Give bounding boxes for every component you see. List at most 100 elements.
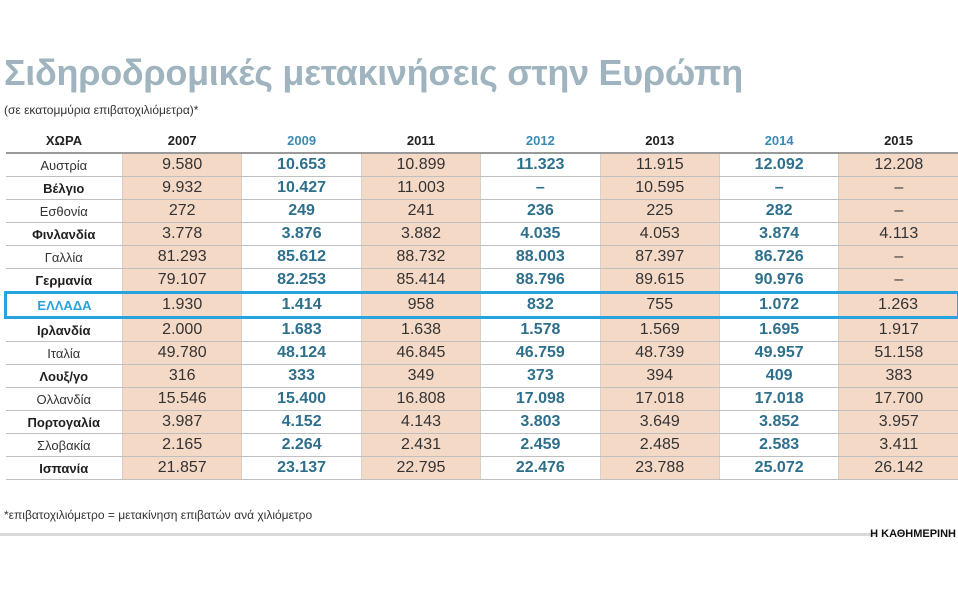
value-cell-2014: 1.695 — [718, 317, 839, 342]
value-cell-2012: 2.459 — [480, 433, 601, 457]
country-cell: Εσθονία — [5, 199, 123, 223]
column-header-2014: 2014 — [719, 128, 839, 154]
value-cell-2015: – — [838, 176, 958, 200]
value-cell-2009: 3.876 — [241, 222, 362, 246]
value-cell-2007: 3.987 — [121, 410, 242, 434]
value-cell-2009: 10.653 — [241, 153, 362, 177]
value-cell-2011: 88.732 — [360, 245, 481, 269]
value-cell-2014: 282 — [718, 199, 839, 223]
value-cell-2014: 90.976 — [718, 268, 839, 293]
value-cell-2013: 4.053 — [599, 222, 720, 246]
table-row: Σλοβακία 2.165 2.264 2.431 2.459 2.485 2.583 3.… — [5, 433, 958, 457]
value-cell-2007: 272 — [121, 199, 242, 223]
value-cell-2009: 333 — [241, 364, 362, 388]
value-cell-2014: 2.583 — [718, 433, 839, 457]
country-cell: Λουξ/γο — [5, 364, 123, 388]
value-cell-2007: 9.932 — [121, 176, 242, 200]
value-cell-2015: 3.411 — [838, 433, 958, 457]
value-cell-2009: 1.414 — [241, 291, 362, 319]
value-cell-2015: 4.113 — [838, 222, 958, 246]
value-cell-2009: 82.253 — [241, 268, 362, 293]
value-cell-2015: – — [838, 245, 958, 269]
value-cell-2015: 1.263 — [838, 291, 958, 319]
value-cell-2012: – — [480, 176, 601, 200]
value-cell-2014: 17.018 — [718, 387, 839, 411]
value-cell-2009: 10.427 — [241, 176, 362, 200]
value-cell-2014: 86.726 — [718, 245, 839, 269]
country-cell: Ολλανδία — [5, 387, 123, 411]
value-cell-2011: 11.003 — [360, 176, 481, 200]
column-header-2011: 2011 — [361, 128, 481, 154]
country-cell: Βέλγιο — [5, 176, 123, 200]
value-cell-2012: 4.035 — [480, 222, 601, 246]
country-cell: Φινλανδία — [5, 222, 123, 246]
value-cell-2015: 26.142 — [838, 456, 958, 480]
value-cell-2007: 15.546 — [121, 387, 242, 411]
data-table: ΧΩΡΑ 2007 2009 2011 2012 2013 2014 2015 … — [4, 128, 958, 480]
table-row: Ιταλία 49.780 48.124 46.845 46.759 48.739 49.9… — [5, 341, 958, 365]
value-cell-2011: 241 — [360, 199, 481, 223]
value-cell-2012: 22.476 — [480, 456, 601, 480]
country-cell: Γερμανία — [5, 268, 123, 293]
value-cell-2012: 832 — [480, 291, 601, 319]
value-cell-2007: 49.780 — [121, 341, 242, 365]
value-cell-2013: 17.018 — [599, 387, 720, 411]
value-cell-2014: 3.852 — [718, 410, 839, 434]
column-header-country: ΧΩΡΑ — [5, 128, 123, 154]
table-row: Αυστρία 9.580 10.653 10.899 11.323 11.915 12.0… — [5, 153, 958, 177]
column-header-2015: 2015 — [838, 128, 958, 154]
country-cell: Πορτογαλία — [5, 410, 123, 434]
value-cell-2013: 3.649 — [599, 410, 720, 434]
value-cell-2014: 25.072 — [718, 456, 839, 480]
footnote: *επιβατοχιλιόμετρο = μετακίνηση επιβατών… — [4, 508, 313, 522]
value-cell-2011: 46.845 — [360, 341, 481, 365]
country-cell: Σλοβακία — [5, 433, 123, 457]
value-cell-2014: 1.072 — [718, 291, 839, 319]
country-cell: Αυστρία — [5, 153, 123, 177]
value-cell-2009: 249 — [241, 199, 362, 223]
value-cell-2012: 17.098 — [480, 387, 601, 411]
table-row: Ολλανδία 15.546 15.400 16.808 17.098 17.018 17… — [5, 387, 958, 411]
value-cell-2015: 51.158 — [838, 341, 958, 365]
value-cell-2007: 9.580 — [121, 153, 242, 177]
table-row: Εσθονία 272 249 241 236 225 282– — [5, 199, 958, 223]
column-header-2009: 2009 — [241, 128, 362, 154]
value-cell-2012: 88.003 — [480, 245, 601, 269]
table-row: Ιρλανδία 2.000 1.683 1.638 1.578 1.569 1.695 1.… — [5, 317, 958, 342]
value-cell-2013: 89.615 — [599, 268, 720, 293]
value-cell-2011: 349 — [360, 364, 481, 388]
country-cell: Ισπανία — [5, 456, 123, 480]
value-cell-2009: 1.683 — [241, 317, 362, 342]
value-cell-2012: 88.796 — [480, 268, 601, 293]
value-cell-2012: 373 — [480, 364, 601, 388]
value-cell-2011: 10.899 — [360, 153, 481, 177]
table-row: Λουξ/γο 316 333 349 373 394 409 383 — [5, 364, 958, 388]
value-cell-2015: – — [838, 199, 958, 223]
value-cell-2015: 3.957 — [838, 410, 958, 434]
value-cell-2011: 958 — [360, 291, 481, 319]
value-cell-2014: 409 — [718, 364, 839, 388]
value-cell-2013: 48.739 — [599, 341, 720, 365]
value-cell-2011: 16.808 — [360, 387, 481, 411]
value-cell-2014: 12.092 — [718, 153, 839, 177]
table-row: Φινλανδία 3.778 3.876 3.882 4.035 4.053 3.874 4… — [5, 222, 958, 246]
value-cell-2015: – — [838, 268, 958, 293]
value-cell-2013: 394 — [599, 364, 720, 388]
value-cell-2007: 2.165 — [121, 433, 242, 457]
value-cell-2012: 3.803 — [480, 410, 601, 434]
value-cell-2013: 10.595 — [599, 176, 720, 200]
header-row: ΧΩΡΑ 2007 2009 2011 2012 2013 2014 2015 — [5, 128, 958, 154]
value-cell-2007: 79.107 — [121, 268, 242, 293]
column-header-2007: 2007 — [122, 128, 242, 154]
footer-divider — [0, 533, 875, 536]
table-row: Βέλγιο 9.932 10.427 11.003–10.595– – — [5, 176, 958, 200]
value-cell-2009: 85.612 — [241, 245, 362, 269]
value-cell-2014: 3.874 — [718, 222, 839, 246]
value-cell-2011: 3.882 — [360, 222, 481, 246]
value-cell-2012: 1.578 — [480, 317, 601, 342]
value-cell-2007: 316 — [121, 364, 242, 388]
chart-subtitle: (σε εκατομμύρια επιβατοχιλιόμετρα)* — [4, 103, 199, 117]
value-cell-2015: 1.917 — [838, 317, 958, 342]
column-header-2013: 2013 — [600, 128, 720, 154]
value-cell-2015: 17.700 — [838, 387, 958, 411]
